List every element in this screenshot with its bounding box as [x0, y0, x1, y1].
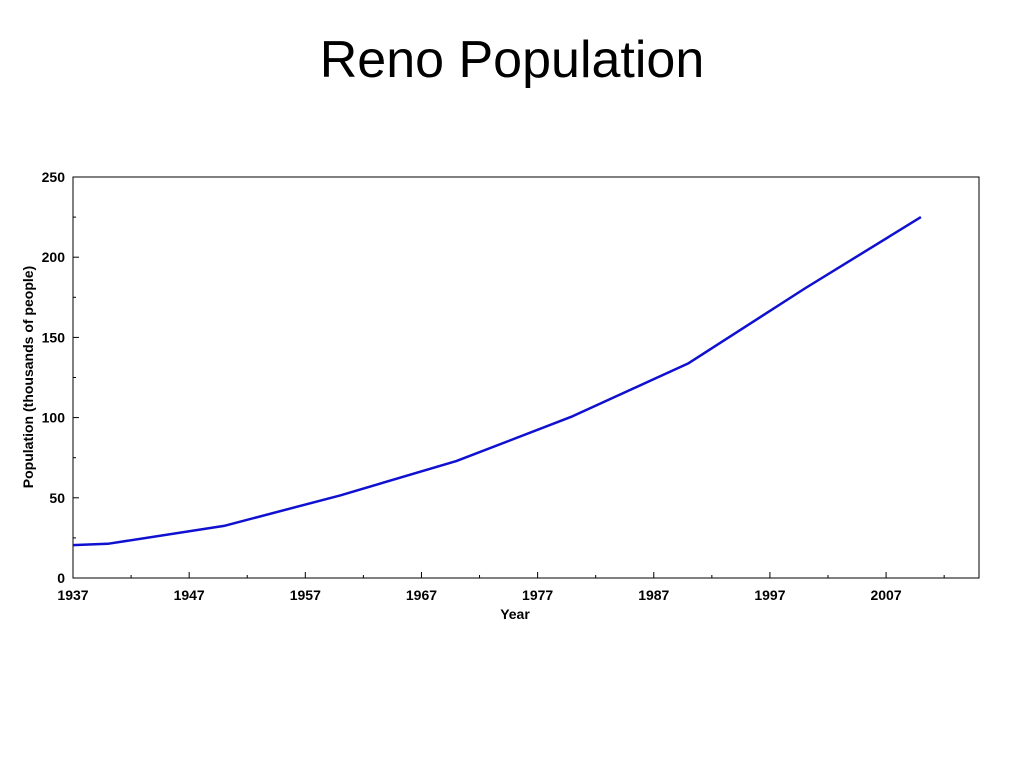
x-tick-label: 2007: [870, 587, 901, 603]
x-axis-title: Year: [500, 606, 530, 622]
plot-border: [72, 176, 980, 579]
y-tick-label: 100: [42, 410, 66, 426]
y-tick-label: 0: [57, 570, 65, 586]
x-tick-label: 1947: [174, 587, 205, 603]
x-tick-label: 1937: [57, 587, 88, 603]
y-axis-title: Population (thousands of people): [20, 266, 36, 488]
x-tick-label: 1957: [290, 587, 321, 603]
x-tick-label: 1997: [754, 587, 785, 603]
population-series-line: [72, 216, 922, 547]
slide-title: Reno Population: [319, 31, 705, 89]
x-tick-label: 1967: [406, 587, 437, 603]
tick-labels: 1937 1947 1957 1967 1977 1987 1997 2007 0 50 100 15…: [42, 169, 902, 603]
x-tick-label: 1987: [638, 587, 669, 603]
y-tick-label: 250: [42, 169, 66, 185]
y-tick-label: 200: [42, 249, 66, 265]
y-tick-label: 150: [42, 329, 66, 345]
plot-frame: [72, 176, 980, 579]
x-tick-label: 1977: [522, 587, 553, 603]
y-tick-label: 50: [49, 490, 65, 506]
axis-ticks: [72, 176, 945, 579]
series-group: [72, 216, 922, 547]
